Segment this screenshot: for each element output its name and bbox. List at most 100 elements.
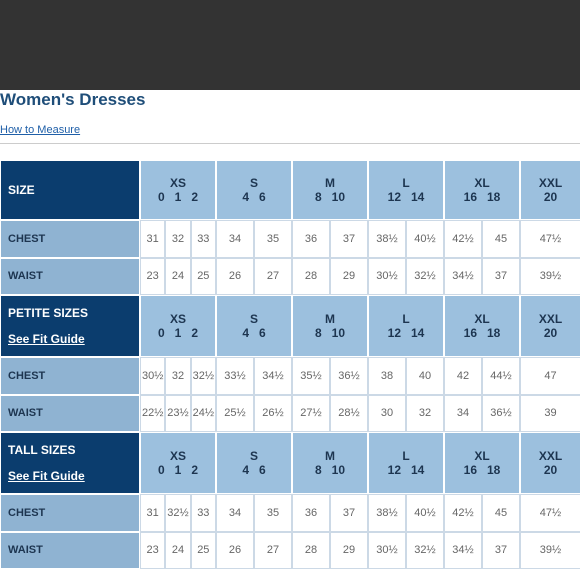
value-cell: 39½ — [520, 531, 580, 569]
value-cell: 32½ — [190, 357, 216, 395]
value-cell: 34 — [444, 394, 482, 432]
value-cell: 45 — [482, 494, 520, 532]
value-cell: 32½ — [406, 531, 444, 569]
row-label: CHEST — [0, 494, 140, 532]
group-name: S — [249, 312, 258, 326]
group-sizes: 20 — [539, 190, 562, 204]
group-sizes: 12 14 — [383, 190, 430, 204]
value-cell: 38½ — [368, 220, 406, 258]
value-cell: 29 — [330, 531, 368, 569]
size-group: L 12 14 — [368, 295, 444, 357]
value-cell: 39½ — [520, 257, 580, 295]
group-name: XXL — [538, 449, 563, 463]
size-number: 14 — [411, 190, 425, 204]
value-cell: 33½ — [216, 357, 254, 395]
size-number: 8 — [314, 190, 322, 204]
size-number: 16 — [463, 463, 477, 477]
size-number: 2 — [191, 190, 199, 204]
row-label: WAIST — [0, 257, 140, 295]
value-cell: 45 — [482, 220, 520, 258]
value-cell: 37 — [482, 531, 520, 569]
group-name: L — [402, 449, 410, 463]
size-group: XXL 20 — [520, 432, 580, 494]
top-bar — [0, 0, 580, 90]
fit-guide-link[interactable]: See Fit Guide — [8, 469, 85, 483]
size-group: XL 16 18 — [444, 160, 520, 220]
size-number: 20 — [543, 190, 558, 204]
size-group: L 12 14 — [368, 160, 444, 220]
value-cell: 34½ — [444, 257, 482, 295]
size-number: 16 — [463, 190, 477, 204]
value-cell: 36 — [292, 220, 330, 258]
size-number: 20 — [543, 463, 558, 477]
value-cell: 34 — [216, 494, 254, 532]
row-label: CHEST — [0, 220, 140, 258]
value-cell: 27 — [254, 257, 292, 295]
size-number: 14 — [411, 463, 425, 477]
value-cell: 27 — [254, 531, 292, 569]
value-cell: 42½ — [444, 220, 482, 258]
size-group: XXL 20 — [520, 160, 580, 220]
group-name: M — [325, 312, 335, 326]
size-number: 2 — [191, 326, 199, 340]
value-cell: 44½ — [482, 357, 520, 395]
value-cell: 38 — [368, 357, 406, 395]
size-number: 12 — [387, 463, 401, 477]
section-header: TALL SIZES See Fit Guide — [0, 432, 140, 494]
group-sizes: 12 14 — [383, 326, 430, 340]
size-group: XL 16 18 — [444, 432, 520, 494]
measure-link[interactable]: How to Measure — [0, 124, 81, 136]
value-cell: 42½ — [444, 494, 482, 532]
value-cell: 38½ — [368, 494, 406, 532]
value-cell: 32 — [165, 357, 191, 395]
size-number: 0 — [157, 463, 165, 477]
size-number: 12 — [387, 326, 401, 340]
value-cell: 32½ — [406, 257, 444, 295]
size-number: 6 — [259, 190, 266, 204]
group-name: XS — [169, 449, 186, 463]
value-cell: 30½ — [368, 531, 406, 569]
value-cell: 36½ — [330, 357, 368, 395]
size-number: 2 — [191, 463, 199, 477]
value-cell: 42 — [444, 357, 482, 395]
size-number: 4 — [242, 326, 249, 340]
size-number: 10 — [331, 326, 346, 340]
value-cell: 47½ — [520, 494, 580, 532]
value-cell: 40½ — [406, 220, 444, 258]
section-header: SIZE — [0, 160, 140, 220]
value-cell: 25½ — [216, 394, 254, 432]
value-cell: 24½ — [190, 394, 216, 432]
value-cell: 40½ — [406, 494, 444, 532]
value-cell: 26 — [216, 257, 254, 295]
value-cell: 32 — [406, 394, 444, 432]
value-cell: 22½ — [140, 394, 166, 432]
value-cell: 31 — [140, 494, 166, 532]
value-cell: 23½ — [165, 394, 191, 432]
size-number: 12 — [387, 190, 401, 204]
size-number: 8 — [314, 326, 322, 340]
group-name: S — [249, 176, 258, 190]
value-cell: 31 — [140, 220, 166, 258]
group-sizes: 12 14 — [383, 463, 430, 477]
size-number: 1 — [174, 190, 182, 204]
group-sizes: 16 18 — [459, 190, 506, 204]
fit-guide-link[interactable]: See Fit Guide — [8, 332, 85, 346]
size-group: M 8 10 — [292, 295, 368, 357]
size-number: 4 — [242, 463, 249, 477]
value-cell: 32 — [165, 220, 191, 258]
section-title: PETITE SIZES — [8, 306, 89, 320]
group-name: M — [325, 449, 335, 463]
value-cell: 40 — [406, 357, 444, 395]
group-name: L — [402, 312, 410, 326]
group-sizes: 8 10 — [310, 190, 350, 204]
size-group: XS 0 1 2 — [140, 160, 216, 220]
group-name: M — [325, 176, 335, 190]
size-number: 4 — [242, 190, 249, 204]
value-cell: 36½ — [482, 394, 520, 432]
